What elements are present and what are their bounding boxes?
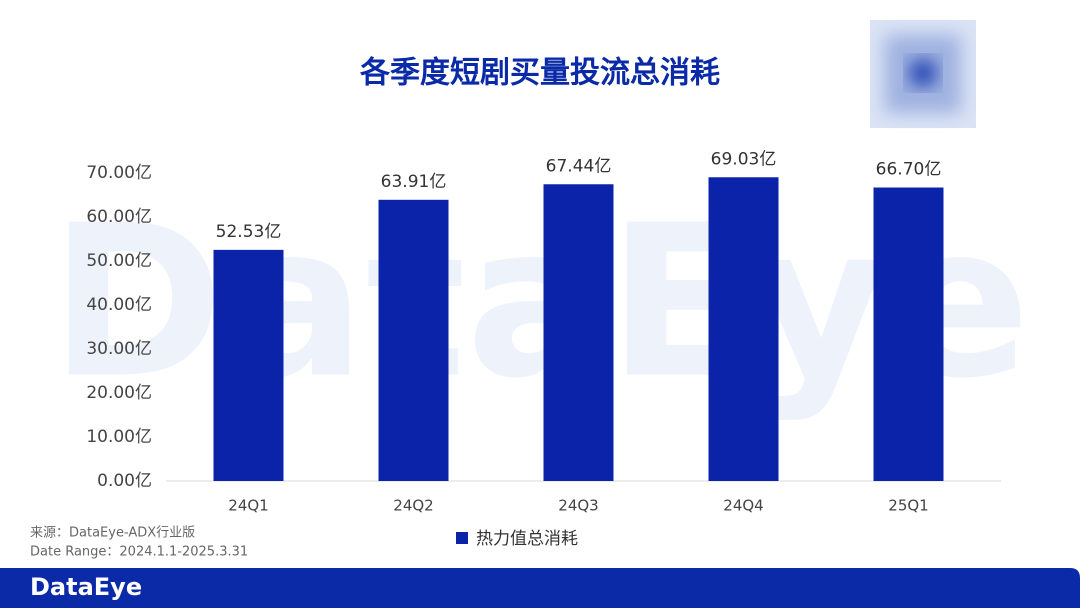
bar	[873, 187, 944, 481]
x-tick-label: 25Q1	[888, 497, 928, 515]
chart-title: 各季度短剧买量投流总消耗	[359, 56, 720, 91]
y-tick-label: 40.00亿	[86, 295, 152, 315]
legend-label: 热力值总消耗	[476, 529, 578, 549]
x-tick-label: 24Q3	[558, 497, 598, 515]
y-tick-label: 70.00亿	[86, 163, 152, 183]
y-tick-label: 10.00亿	[86, 427, 152, 447]
value-label: 63.91亿	[381, 172, 447, 192]
qr-code	[870, 20, 976, 128]
y-tick-label: 0.00亿	[97, 471, 152, 491]
bar	[378, 199, 449, 481]
bar	[213, 249, 284, 481]
source-note: 来源：DataEye-ADX行业版	[30, 526, 195, 541]
value-label: 52.53亿	[216, 222, 282, 242]
footer-bar	[0, 568, 1080, 608]
date-range: Date Range：2024.1.1-2025.3.31	[30, 545, 248, 560]
y-tick-label: 50.00亿	[86, 251, 152, 271]
x-tick-label: 24Q4	[723, 497, 763, 515]
value-label: 66.70亿	[876, 160, 942, 180]
legend-swatch	[456, 532, 468, 544]
y-tick-label: 60.00亿	[86, 207, 152, 227]
bar	[708, 177, 779, 481]
value-label: 67.44亿	[546, 156, 612, 176]
brand-logo: DataEye	[30, 573, 142, 601]
y-tick-label: 30.00亿	[86, 339, 152, 359]
value-label: 69.03亿	[711, 149, 777, 169]
y-tick-label: 20.00亿	[86, 383, 152, 403]
x-tick-label: 24Q1	[228, 497, 268, 515]
watermark: DataEye	[50, 180, 1031, 425]
bar	[543, 184, 614, 481]
x-tick-label: 24Q2	[393, 497, 433, 515]
